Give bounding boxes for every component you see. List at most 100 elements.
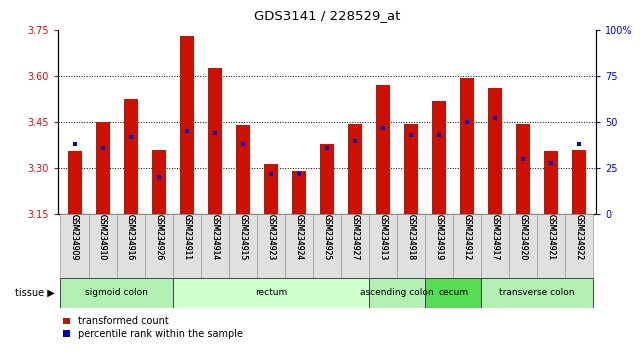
Text: GSM234921: GSM234921 <box>547 214 556 260</box>
Bar <box>201 214 229 278</box>
Text: GSM234909: GSM234909 <box>70 214 79 261</box>
Bar <box>320 144 334 214</box>
Point <box>490 116 501 121</box>
Text: GSM234920: GSM234920 <box>519 214 528 261</box>
Point <box>378 125 388 131</box>
Bar <box>229 214 257 278</box>
Bar <box>292 171 306 214</box>
Point <box>546 160 556 165</box>
Legend: transformed count, percentile rank within the sample: transformed count, percentile rank withi… <box>63 316 243 339</box>
Text: GDS3141 / 228529_at: GDS3141 / 228529_at <box>254 9 400 22</box>
Text: transverse colon: transverse colon <box>499 289 575 297</box>
Text: GSM234924: GSM234924 <box>294 214 303 261</box>
Bar <box>285 214 313 278</box>
Bar <box>544 151 558 214</box>
Bar <box>481 214 509 278</box>
Point <box>69 141 79 147</box>
Point <box>153 175 163 180</box>
Text: GSM234922: GSM234922 <box>575 214 584 260</box>
Bar <box>348 124 362 214</box>
Point <box>406 132 416 138</box>
Bar <box>172 278 369 308</box>
Bar <box>397 214 425 278</box>
Bar <box>481 278 594 308</box>
Text: GSM234914: GSM234914 <box>210 214 219 261</box>
Text: GSM234924: GSM234924 <box>294 214 303 261</box>
Text: GSM234915: GSM234915 <box>238 214 247 261</box>
Text: GSM234923: GSM234923 <box>266 214 276 261</box>
Bar <box>509 214 537 278</box>
Text: rectum: rectum <box>254 289 287 297</box>
Bar <box>537 214 565 278</box>
Text: GSM234919: GSM234919 <box>435 214 444 261</box>
Bar <box>376 85 390 214</box>
Bar <box>152 150 165 214</box>
Text: GSM234919: GSM234919 <box>435 214 444 261</box>
Point <box>350 138 360 143</box>
Bar <box>60 278 172 308</box>
Bar <box>425 214 453 278</box>
Bar <box>124 99 138 214</box>
Text: GSM234911: GSM234911 <box>182 214 191 260</box>
Text: GSM234911: GSM234911 <box>182 214 191 260</box>
Text: GSM234915: GSM234915 <box>238 214 247 261</box>
Bar <box>236 125 250 214</box>
Bar <box>88 214 117 278</box>
Bar <box>179 36 194 214</box>
Text: GSM234927: GSM234927 <box>351 214 360 261</box>
Bar <box>257 214 285 278</box>
Bar <box>369 278 425 308</box>
Bar <box>96 122 110 214</box>
Text: GSM234920: GSM234920 <box>519 214 528 261</box>
Text: GSM234914: GSM234914 <box>210 214 219 261</box>
Bar <box>369 214 397 278</box>
Point <box>574 141 585 147</box>
Bar <box>313 214 341 278</box>
Point <box>434 132 444 138</box>
Bar <box>516 124 530 214</box>
Point <box>462 119 472 125</box>
Bar <box>488 88 502 214</box>
Text: GSM234918: GSM234918 <box>406 214 415 260</box>
Text: GSM234921: GSM234921 <box>547 214 556 260</box>
Bar <box>341 214 369 278</box>
Point <box>181 129 192 134</box>
Text: GSM234912: GSM234912 <box>463 214 472 260</box>
Text: GSM234926: GSM234926 <box>154 214 163 261</box>
Text: GSM234917: GSM234917 <box>490 214 500 261</box>
Bar <box>565 214 594 278</box>
Text: GSM234910: GSM234910 <box>98 214 107 261</box>
Text: cecum: cecum <box>438 289 468 297</box>
Bar <box>208 68 222 214</box>
Bar <box>453 214 481 278</box>
Bar <box>404 124 418 214</box>
Point <box>210 130 220 136</box>
Text: GSM234927: GSM234927 <box>351 214 360 261</box>
Text: sigmoid colon: sigmoid colon <box>85 289 148 297</box>
Text: GSM234922: GSM234922 <box>575 214 584 260</box>
Bar <box>145 214 172 278</box>
Text: GSM234926: GSM234926 <box>154 214 163 261</box>
Text: GSM234913: GSM234913 <box>378 214 388 261</box>
Text: GSM234917: GSM234917 <box>490 214 500 261</box>
Text: GSM234916: GSM234916 <box>126 214 135 261</box>
Text: GSM234916: GSM234916 <box>126 214 135 261</box>
Text: GSM234925: GSM234925 <box>322 214 331 261</box>
Text: ascending colon: ascending colon <box>360 289 434 297</box>
Point <box>97 145 108 151</box>
Point <box>126 134 136 140</box>
Bar <box>425 278 481 308</box>
Bar <box>460 78 474 214</box>
Point <box>294 171 304 177</box>
Bar <box>432 101 446 214</box>
Text: GSM234918: GSM234918 <box>406 214 415 260</box>
Text: GSM234912: GSM234912 <box>463 214 472 260</box>
Bar <box>172 214 201 278</box>
Bar <box>67 151 81 214</box>
Point <box>265 171 276 177</box>
Text: tissue ▶: tissue ▶ <box>15 288 54 298</box>
Bar <box>60 214 88 278</box>
Text: GSM234923: GSM234923 <box>266 214 276 261</box>
Point <box>238 141 248 147</box>
Text: GSM234925: GSM234925 <box>322 214 331 261</box>
